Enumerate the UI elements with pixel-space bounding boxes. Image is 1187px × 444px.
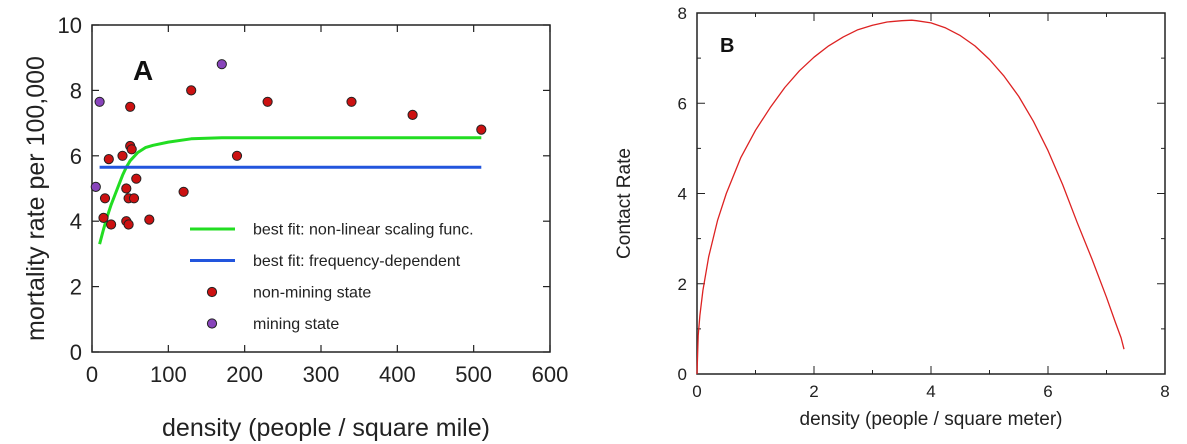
panel-a-x-tick-label: 100 [150,362,187,387]
panel-a-data-point [90,181,101,192]
panel-b-y-tick-label: 6 [678,94,687,113]
panel-a-x-tick-label: 200 [226,362,263,387]
panel-b-x-tick-label: 2 [809,382,818,401]
panel-b-y-tick-label: 2 [678,275,687,294]
panel-a-y-tick-label: 8 [70,78,82,103]
panel-a-ticks: 0 100 200 300 400 500 600 0 2 4 6 8 10 [58,13,569,387]
panel-a-legend-swatch-point [206,286,218,298]
panel-b-y-tick-label: 4 [678,185,687,204]
panel-a-data-point [125,101,136,112]
panel-a-data-point [94,96,105,107]
panel-a-series-line-0 [98,136,482,245]
panel-a-x-axis-label: density (people / square mile) [162,414,490,442]
panel-a-legend-label: non-mining state [253,285,371,302]
panel-a-y-tick-label: 2 [70,275,82,300]
panel-b-letter: B [720,35,734,57]
panel-a-data-point [121,183,132,194]
panel-a-legend-label: mining state [253,316,339,333]
panel-b-ticks: 0 2 4 6 8 0 2 4 6 8 [678,4,1170,401]
panel-a-data-point [144,214,155,225]
panel-b-x-tick-label: 0 [692,382,701,401]
panel-a-x-tick-label: 300 [303,362,340,387]
panel-a-y-tick-label: 0 [70,340,82,365]
panel-a-y-tick-label: 6 [70,144,82,169]
panel-b-lines [696,19,1125,375]
panel-a-data-point [186,85,197,96]
panel-b-y-tick-label: 0 [678,365,687,384]
panel-b-x-tick-label: 8 [1160,382,1169,401]
panel-a-frame [91,24,551,353]
panel-a-data-point [126,144,137,155]
panel-a-legend: best fit: non-linear scaling func. best f… [190,222,474,333]
panel-a-lines [98,136,482,245]
panel-a-data-point [346,96,357,107]
panel-a-data-point [123,219,134,230]
panel-a-data-point [262,96,273,107]
panel-a-data-point [407,109,418,121]
panel-b-series-line-0 [696,19,1125,375]
panel-b-x-tick-label: 6 [1043,382,1052,401]
panel-a-data-point [103,154,114,165]
panel-a-data-point [231,150,243,161]
panel-b-frame [696,12,1166,375]
panel-a-x-tick-label: 600 [532,362,569,387]
panel-a-legend-label: best fit: non-linear scaling func. [253,222,474,239]
panel-a-data-point [178,186,189,197]
panel-a-legend-swatch-point [206,318,218,329]
panel-a-data-point [131,173,142,184]
panel-a-legend-label: best fit: frequency-dependent [253,253,461,270]
panel-a-x-tick-label: 0 [86,362,98,387]
panel-a-letter: A [133,55,153,86]
panel-b-x-tick-label: 4 [926,382,935,401]
panel-b-y-axis-label: Contact Rate [614,148,635,259]
panel-a-data-point [128,193,140,204]
panel-a-points [90,59,487,230]
panel-a-data-point [99,193,111,204]
panel-a: 0 100 200 300 400 500 600 0 2 4 6 8 10 A density (pe… [22,13,568,442]
panel-a-y-tick-label: 4 [70,209,82,234]
panel-a-data-point [106,219,117,230]
panel-a-y-axis-label: mortality rate per 100,000 [22,56,50,341]
panel-b-y-tick-label: 8 [678,4,687,23]
panel-b-x-axis-label: density (people / square meter) [800,409,1063,430]
panel-a-data-point [98,212,109,223]
panel-a-data-point [216,59,227,70]
panel-a-data-point [117,150,128,161]
panel-a-y-tick-label: 10 [58,13,82,38]
panel-a-data-point [476,124,487,135]
panel-a-x-tick-label: 500 [455,362,492,387]
panel-a-x-tick-label: 400 [379,362,416,387]
panel-b: 0 2 4 6 8 0 2 4 6 8 B density (people / square me… [614,4,1170,430]
